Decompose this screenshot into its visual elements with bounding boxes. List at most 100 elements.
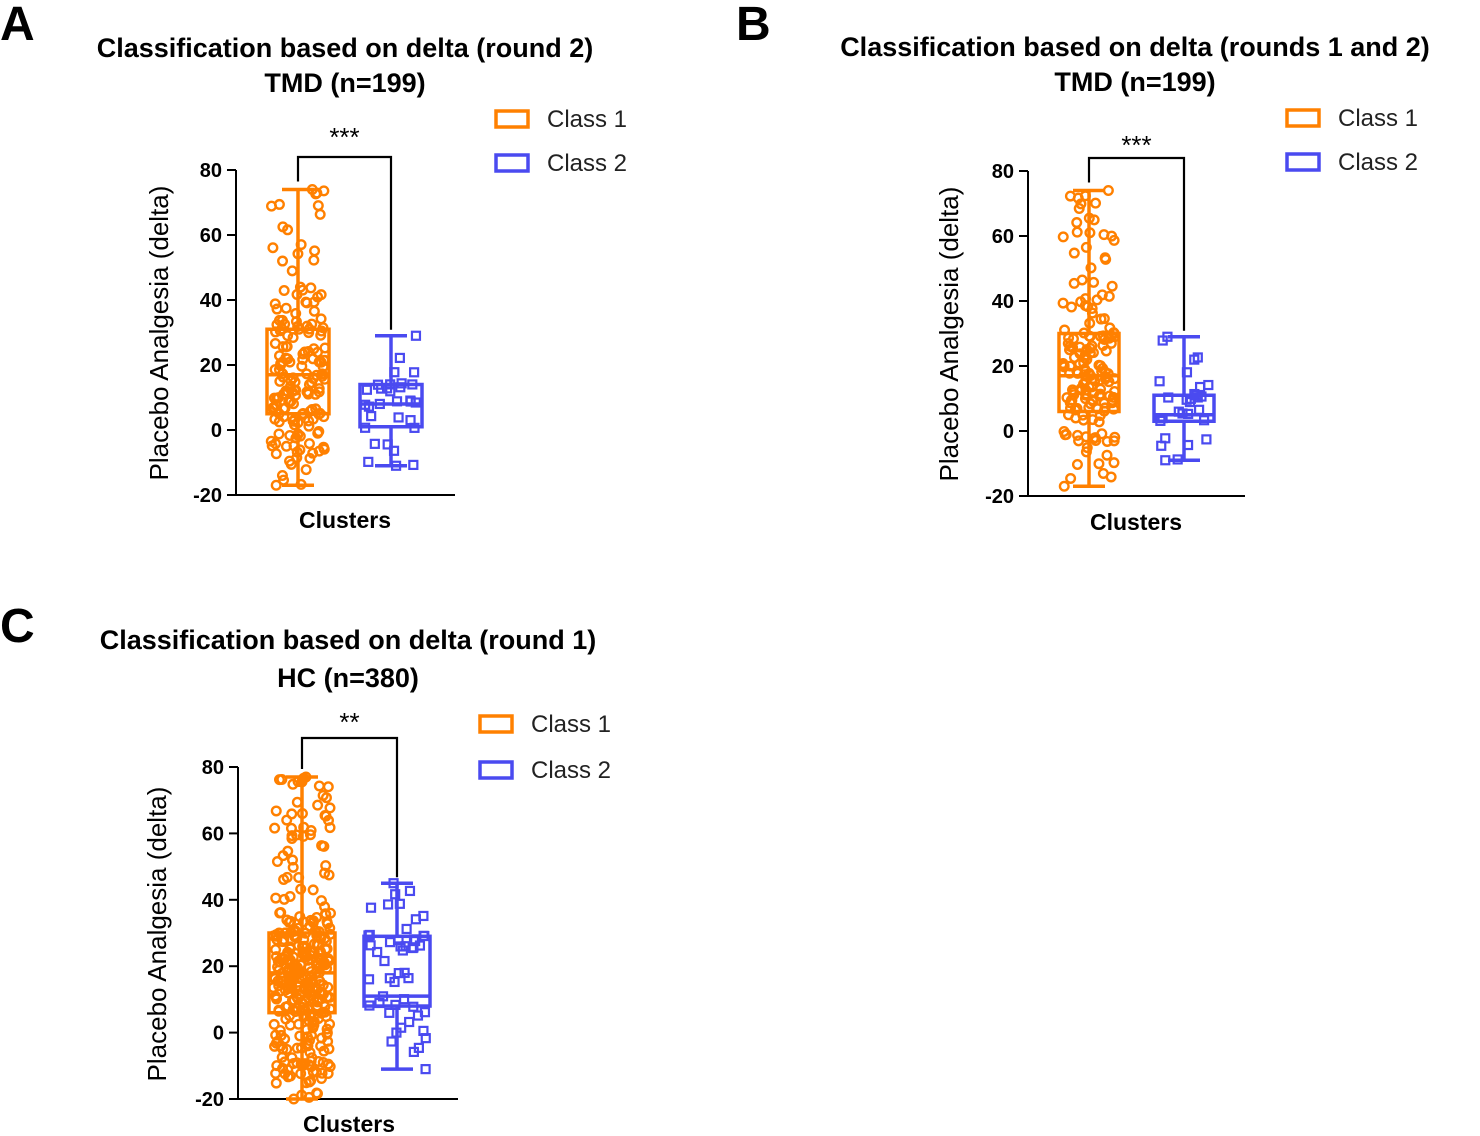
- data-point: [273, 980, 285, 992]
- data-point: [308, 305, 320, 317]
- y-axis-label-a: Placebo Analgesia (delta): [144, 186, 174, 481]
- data-point: [403, 973, 414, 984]
- data-point: [289, 376, 301, 388]
- data-point: [1098, 229, 1110, 241]
- data-point: [1068, 277, 1080, 289]
- data-point: [1091, 294, 1103, 306]
- data-point: [287, 854, 299, 866]
- data-point: [269, 822, 281, 834]
- data-point: [363, 456, 374, 467]
- significance-bracket: [300, 736, 399, 878]
- y-tick-label: 20: [202, 956, 224, 978]
- significance-label: **: [339, 707, 359, 737]
- data-point: [397, 945, 408, 956]
- panel-letter-b: B: [736, 0, 771, 51]
- chart-title-b: Classification based on delta (rounds 1 …: [840, 32, 1430, 62]
- data-point: [1193, 404, 1205, 415]
- data-point: [1064, 360, 1076, 372]
- data-point: [393, 412, 404, 423]
- panel-letter-c: C: [0, 600, 35, 653]
- data-point: [275, 907, 287, 919]
- data-point: [270, 1077, 282, 1089]
- data-point: [280, 385, 292, 397]
- data-point: [1089, 432, 1101, 444]
- box-class-2: [362, 878, 432, 1075]
- data-point: [312, 200, 324, 212]
- data-point: [1071, 217, 1083, 229]
- data-point: [271, 856, 283, 868]
- data-point: [409, 367, 420, 378]
- data-point: [286, 1052, 298, 1064]
- data-point: [1071, 458, 1083, 470]
- data-point: [310, 188, 322, 200]
- data-point: [276, 469, 288, 481]
- box-class-1: [265, 183, 331, 491]
- data-point: [277, 1043, 289, 1055]
- significance-label: ***: [329, 122, 359, 152]
- legend-label-class-2-a: Class 2: [547, 150, 627, 177]
- data-point: [318, 443, 330, 455]
- data-point: [307, 976, 319, 988]
- data-point: [1108, 457, 1120, 469]
- panel-a: A Classification based on delta (round 2…: [0, 0, 627, 533]
- data-point: [321, 991, 333, 1003]
- data-point: [282, 330, 294, 342]
- data-point: [369, 438, 380, 449]
- data-point: [1106, 280, 1118, 292]
- panel-letter-a: A: [0, 0, 35, 51]
- data-point: [283, 396, 295, 408]
- data-point: [288, 994, 300, 1006]
- y-tick-label: 0: [213, 1023, 224, 1045]
- data-point: [303, 438, 315, 450]
- chart-title-a: Classification based on delta (round 2): [97, 33, 594, 63]
- data-point: [277, 1062, 289, 1074]
- box-iqr: [1057, 331, 1121, 414]
- data-point: [270, 944, 282, 956]
- box-iqr: [1152, 393, 1216, 423]
- data-point: [365, 902, 377, 913]
- y-tick-label: -20: [195, 1089, 224, 1111]
- data-point: [280, 302, 292, 314]
- data-point: [271, 1060, 283, 1072]
- data-point: [314, 208, 326, 220]
- data-point: [268, 1018, 280, 1030]
- data-point: [286, 808, 298, 820]
- data-point: [271, 303, 283, 315]
- data-point: [1100, 253, 1112, 265]
- data-point: [287, 332, 299, 344]
- data-point: [1088, 387, 1100, 399]
- data-point: [312, 799, 324, 811]
- data-point: [1093, 359, 1105, 371]
- data-point: [1083, 367, 1095, 379]
- data-point: [1095, 313, 1107, 325]
- data-point: [1156, 440, 1167, 451]
- data-point: [284, 356, 296, 368]
- y-axis-label-b: Placebo Analgesia (delta): [934, 187, 964, 482]
- data-point: [283, 916, 295, 928]
- data-point: [276, 773, 288, 785]
- data-point: [313, 445, 325, 457]
- box-class-1: [267, 771, 337, 1105]
- data-point: [273, 350, 285, 362]
- data-point: [315, 356, 327, 368]
- data-point: [286, 965, 298, 977]
- data-point: [311, 346, 323, 358]
- data-point: [410, 330, 422, 341]
- data-point: [319, 959, 331, 971]
- x-axis-label-c: Clusters: [303, 1111, 395, 1136]
- data-point: [267, 242, 279, 254]
- data-point: [1157, 335, 1168, 346]
- data-point: [363, 974, 375, 985]
- box-class-2: [358, 330, 424, 471]
- data-point: [281, 1043, 293, 1055]
- data-point: [288, 929, 300, 941]
- data-point: [1067, 386, 1079, 398]
- data-point: [413, 1042, 424, 1053]
- data-point: [284, 890, 296, 902]
- y-tick-label: 40: [200, 290, 222, 312]
- data-point: [1073, 435, 1085, 447]
- data-point: [401, 923, 412, 935]
- data-point: [322, 1068, 334, 1080]
- box-iqr: [265, 327, 331, 416]
- data-point: [282, 1071, 294, 1083]
